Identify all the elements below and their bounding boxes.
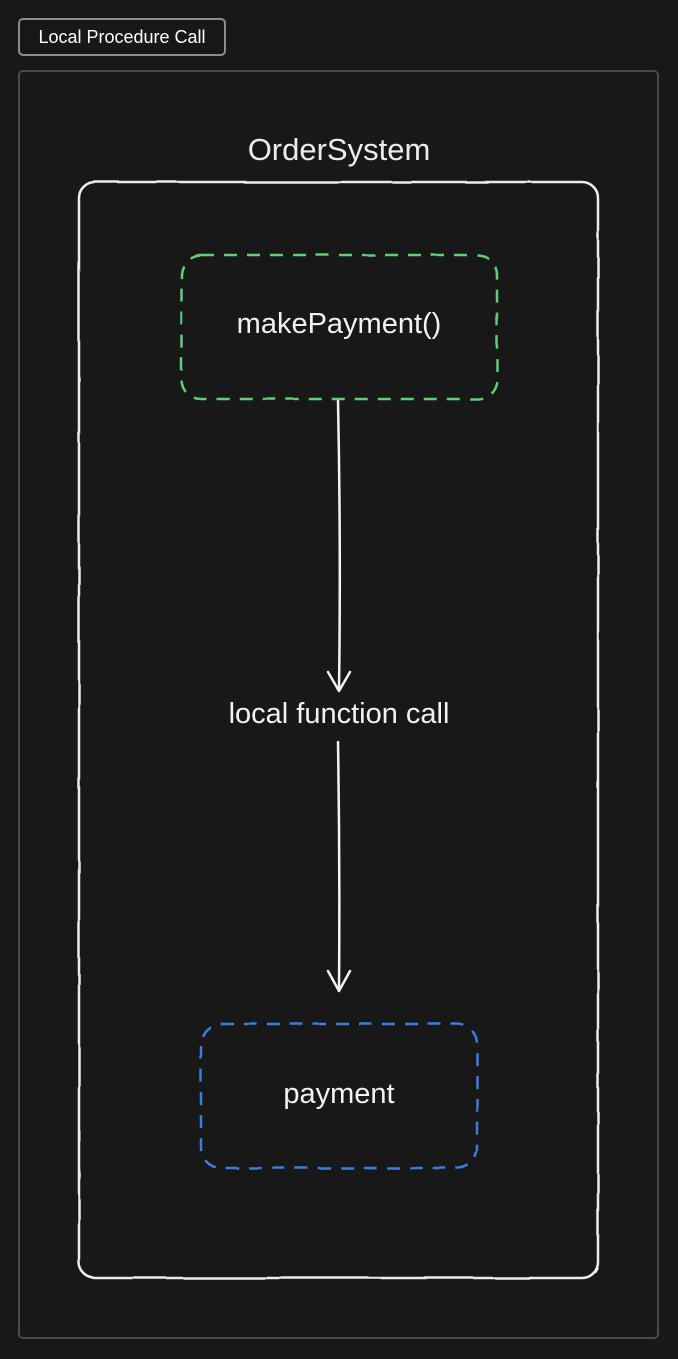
call-edge-upper xyxy=(336,399,342,692)
payment-node[interactable] xyxy=(199,1022,479,1170)
make-payment-node[interactable] xyxy=(179,253,499,401)
diagram-frame xyxy=(18,70,659,1339)
diagram-title-tab[interactable]: Local Procedure Call xyxy=(18,18,226,56)
call-arrowhead-lower xyxy=(326,969,352,993)
make-payment-label: makePayment() xyxy=(236,308,442,340)
payment-label: payment xyxy=(283,1078,395,1110)
call-arrowhead-upper xyxy=(326,670,352,693)
call-edge-lower xyxy=(336,740,341,993)
call-edge-label: local function call xyxy=(228,698,450,730)
order-system-container xyxy=(77,180,600,1280)
order-system-label: OrderSystem xyxy=(247,132,431,167)
